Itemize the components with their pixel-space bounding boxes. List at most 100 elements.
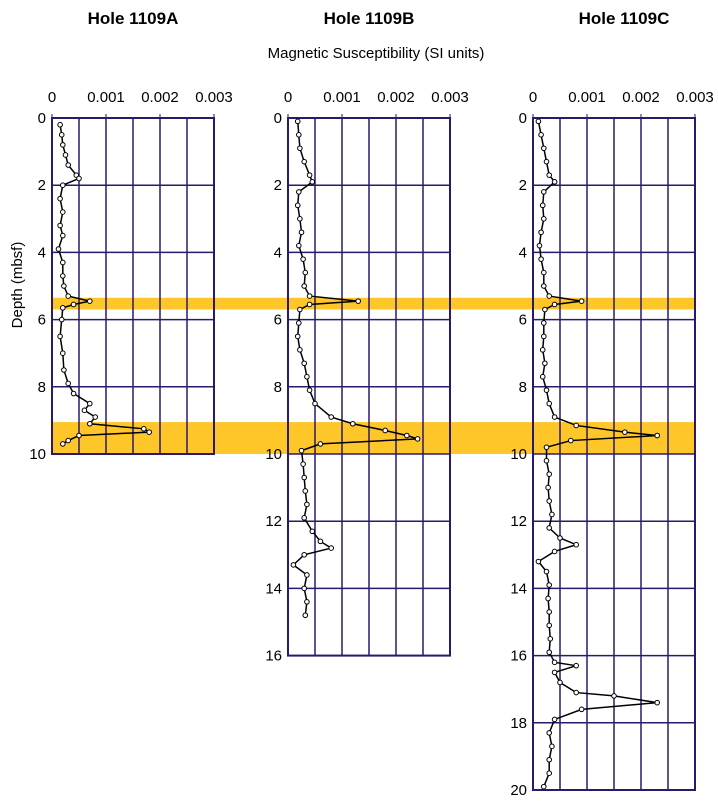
data-point	[301, 158, 308, 165]
data-point	[57, 333, 63, 340]
y-tick-label: 4	[519, 244, 527, 261]
data-point	[309, 528, 316, 535]
y-tick-label: 8	[274, 379, 282, 396]
x-tick-label: 0.001	[323, 89, 361, 106]
data-point	[296, 320, 302, 326]
y-tick-label: 14	[265, 580, 282, 597]
y-tick-label: 0	[519, 110, 527, 127]
data-point	[551, 179, 558, 185]
data-point	[297, 216, 303, 222]
y-tick-label: 6	[519, 312, 527, 329]
data-point	[549, 511, 555, 518]
data-point	[304, 373, 310, 380]
panel-frame	[287, 117, 451, 657]
data-point	[60, 305, 66, 311]
data-point	[306, 301, 313, 308]
data-point	[141, 426, 147, 432]
y-tick-label: 16	[510, 648, 527, 665]
y-tick-label: 12	[510, 513, 527, 530]
data-point	[296, 189, 302, 195]
data-point	[551, 669, 558, 676]
data-point	[546, 770, 553, 777]
data-point	[300, 256, 306, 262]
x-tick-label: 0	[529, 89, 537, 106]
x-tick-label: 0.001	[87, 89, 125, 106]
data-point	[309, 179, 316, 185]
data-point	[301, 474, 308, 481]
data-point	[301, 552, 308, 558]
y-tick-label: 6	[274, 312, 282, 329]
highlight-band	[52, 297, 695, 310]
data-point	[573, 662, 580, 669]
y-tick-label: 14	[510, 580, 527, 597]
data-point	[306, 387, 313, 393]
data-point	[328, 414, 335, 420]
data-point	[60, 259, 66, 266]
data-point	[539, 373, 546, 380]
data-point	[301, 283, 308, 289]
y-tick-label: 20	[510, 782, 527, 799]
data-point	[328, 545, 335, 551]
data-point	[57, 195, 63, 202]
x-axis-label: Magnetic Susceptibility (SI units)	[268, 45, 485, 62]
data-point	[546, 498, 553, 504]
data-point	[578, 298, 585, 304]
y-tick-label: 4	[274, 244, 282, 261]
data-point	[545, 595, 551, 602]
data-point	[60, 441, 66, 447]
panel-frame	[51, 117, 215, 455]
data-point	[61, 367, 67, 373]
data-point	[58, 316, 65, 323]
data-point	[382, 427, 389, 434]
x-tick-label: 0.002	[141, 89, 179, 106]
y-tick-label: 2	[38, 177, 46, 194]
data-point	[546, 172, 553, 178]
data-point	[317, 538, 324, 545]
panel-title: Hole 1109B	[324, 9, 415, 28]
data-point	[62, 152, 69, 158]
y-tick-label: 18	[510, 715, 527, 732]
data-point	[302, 269, 309, 276]
data-point	[573, 541, 580, 548]
data-point	[290, 562, 297, 568]
data-point	[546, 649, 553, 656]
y-tick-label: 0	[274, 110, 282, 127]
data-point	[546, 756, 553, 763]
data-point	[578, 706, 585, 713]
x-tick-label: 0	[48, 89, 56, 106]
data-point	[542, 306, 548, 313]
data-point	[302, 612, 309, 619]
data-point	[543, 387, 550, 393]
data-point	[300, 461, 306, 467]
data-point	[81, 407, 88, 414]
data-point	[546, 471, 553, 477]
data-point	[546, 582, 553, 588]
y-tick-label: 16	[265, 648, 282, 665]
data-point	[535, 118, 542, 125]
data-point	[298, 447, 305, 454]
data-point	[539, 347, 546, 353]
data-point	[541, 783, 547, 790]
data-point	[350, 420, 356, 427]
y-tick-label: 10	[510, 446, 527, 463]
data-point	[60, 232, 66, 239]
data-point	[546, 293, 553, 299]
data-point	[304, 599, 310, 605]
data-point	[543, 158, 550, 165]
data-point	[294, 118, 301, 125]
data-point	[546, 525, 553, 531]
data-point	[355, 298, 362, 304]
data-point	[541, 320, 547, 326]
data-point	[541, 216, 547, 222]
data-point	[546, 622, 553, 629]
data-point	[404, 432, 410, 439]
data-point	[65, 162, 71, 168]
data-point	[622, 429, 628, 435]
data-point	[87, 420, 93, 427]
y-tick-label: 10	[29, 446, 46, 463]
data-point	[568, 437, 574, 444]
y-tick-label: 0	[38, 110, 46, 127]
data-point	[294, 333, 301, 340]
data-point	[57, 121, 63, 128]
data-point	[297, 145, 303, 152]
